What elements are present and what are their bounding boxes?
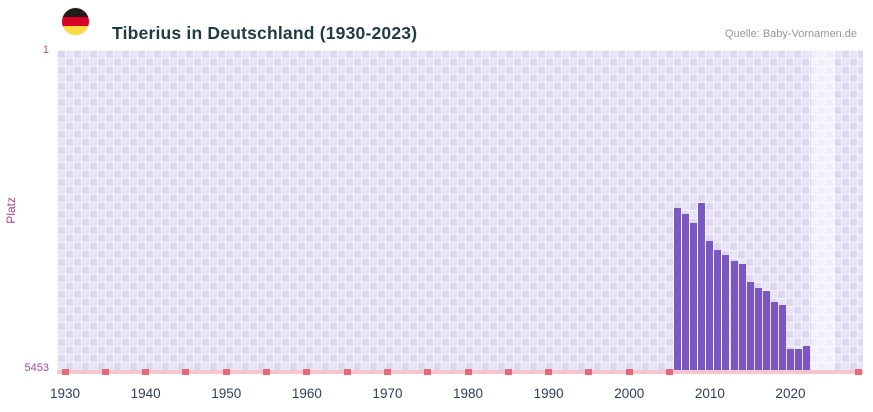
- chart-title: Tiberius in Deutschland (1930-2023): [112, 22, 418, 43]
- rank-bar-2017[interactable]: [762, 290, 770, 370]
- flag-stripe-gold: [62, 26, 89, 35]
- x-tick-1960: 1960: [291, 386, 322, 401]
- rank-bar-2008[interactable]: [690, 223, 698, 370]
- rank-bar-2007[interactable]: [682, 214, 690, 370]
- axis-mark-1975: [424, 369, 432, 375]
- flag-stripe-red: [62, 17, 89, 26]
- axis-mark-1940: [142, 369, 150, 375]
- axis-mark-1990: [545, 369, 553, 375]
- x-tick-1930: 1930: [50, 386, 81, 401]
- axis-mark-1980: [464, 369, 472, 375]
- x-tick-1970: 1970: [372, 386, 403, 401]
- highlight-band: [810, 50, 835, 370]
- y-tick-top: 1: [42, 44, 49, 56]
- rank-bar-2022[interactable]: [803, 346, 811, 370]
- axis-mark-1985: [504, 369, 512, 375]
- x-tick-1940: 1940: [130, 386, 161, 401]
- y-axis-title-wrap: Platz: [4, 50, 18, 370]
- rank-bar-2018[interactable]: [770, 302, 778, 370]
- rank-bar-2015[interactable]: [746, 281, 754, 370]
- rank-bar-2016[interactable]: [754, 287, 762, 370]
- flag-stripe-black: [62, 8, 89, 17]
- rank-bar-2020[interactable]: [786, 349, 794, 370]
- plot-area: [57, 50, 863, 370]
- axis-mark-1965: [343, 369, 351, 375]
- x-tick-1980: 1980: [453, 386, 484, 401]
- rank-bar-2009[interactable]: [698, 202, 706, 370]
- x-tick-1950: 1950: [211, 386, 242, 401]
- german-flag-icon: [62, 8, 89, 35]
- axis-mark-2028.5: [855, 369, 863, 375]
- rank-bar-2006[interactable]: [674, 208, 682, 370]
- x-tick-1990: 1990: [533, 386, 564, 401]
- rank-bar-2019[interactable]: [778, 305, 786, 370]
- axis-mark-1970: [383, 369, 391, 375]
- axis-mark-2005: [666, 369, 674, 375]
- rank-bar-2010[interactable]: [706, 240, 714, 370]
- rank-bar-2012[interactable]: [722, 255, 730, 370]
- axis-mark-1955: [263, 369, 271, 375]
- rank-bar-2014[interactable]: [738, 264, 746, 370]
- x-tick-2020: 2020: [775, 386, 806, 401]
- y-tick-bottom: 5453: [24, 362, 49, 374]
- rank-bar-2013[interactable]: [730, 261, 738, 370]
- axis-mark-1935: [101, 369, 109, 375]
- rank-bar-2021[interactable]: [795, 349, 803, 370]
- rank-bar-2011[interactable]: [714, 249, 722, 370]
- y-axis-title: Platz: [4, 196, 18, 224]
- source-attribution: Quelle: Baby-Vornamen.de: [724, 28, 857, 40]
- axis-mark-1995: [585, 369, 593, 375]
- x-tick-2000: 2000: [614, 386, 645, 401]
- axis-mark-1945: [182, 369, 190, 375]
- axis-mark-1930: [61, 369, 69, 375]
- axis-mark-1950: [222, 369, 230, 375]
- x-tick-labels: 1930 1940 1950 1960 1970 1980 1990 2000 2010 2020: [50, 386, 863, 406]
- x-axis-line: [57, 369, 863, 375]
- axis-mark-2000: [625, 369, 633, 375]
- x-tick-2010: 2010: [694, 386, 725, 401]
- axis-mark-1960: [303, 369, 311, 375]
